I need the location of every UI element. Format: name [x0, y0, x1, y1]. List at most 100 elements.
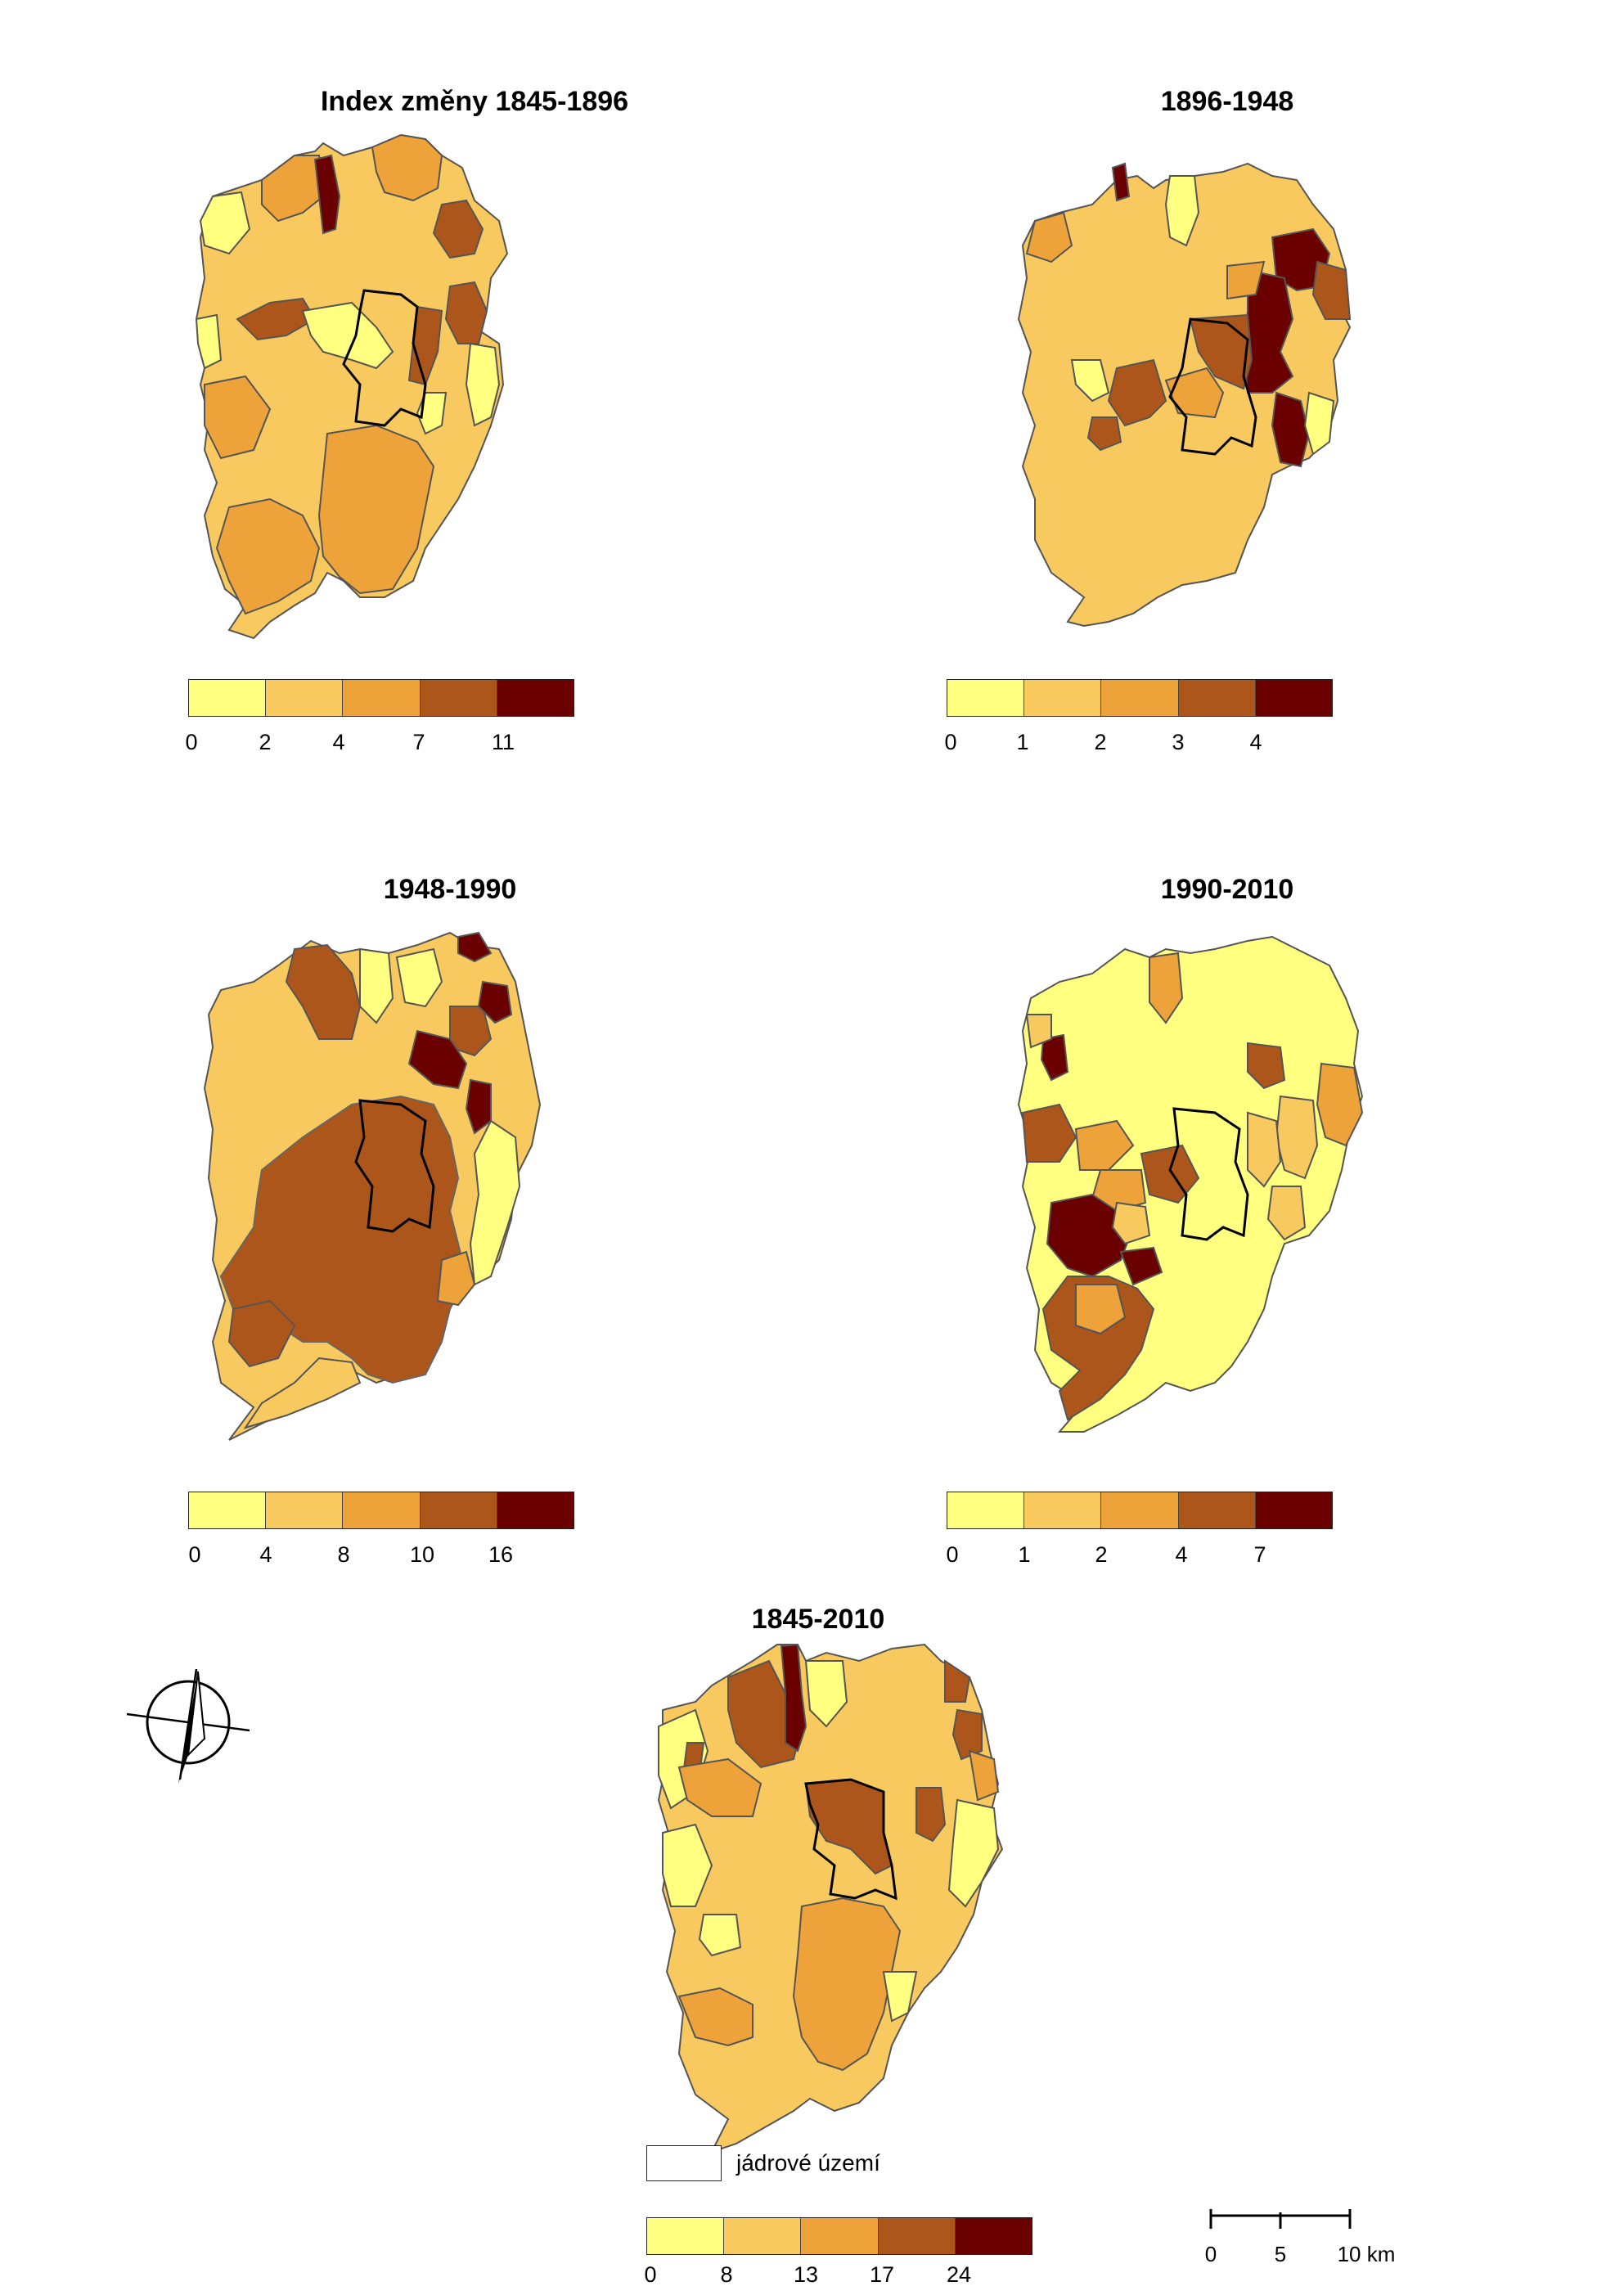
map-region-orange-sw: [677, 1987, 754, 2047]
legend-bar-4: [947, 1492, 1333, 1529]
legend-tick: 1: [1018, 1542, 1031, 1567]
map-region-darkred-s: [1271, 391, 1311, 468]
map-region-yellow-e: [465, 342, 501, 427]
legend-tick: 10: [409, 1542, 435, 1567]
legend-bar-5: [646, 2217, 1032, 2255]
map-region-brown-ne: [944, 1659, 971, 1703]
map-panel-3: [203, 931, 542, 1441]
map-region-yellow-w: [195, 313, 223, 370]
legend-tick: 3: [1172, 730, 1185, 754]
map-region-darkred: [313, 154, 341, 235]
legend-swatch: [1255, 1492, 1333, 1528]
legend-swatch: [1101, 1492, 1179, 1528]
legend-tick: 7: [412, 730, 425, 754]
map-region-brown-sw: [1041, 1276, 1155, 1421]
legend-bar-1: [188, 679, 574, 717]
map-region-darkred-n: [780, 1643, 808, 1753]
legend-bar-2: [947, 679, 1333, 717]
legend-swatch: [266, 1492, 344, 1528]
map-region-yellow-n1: [359, 947, 394, 1024]
map-region-orange-n: [1149, 952, 1184, 1024]
legend-swatch: [189, 1492, 267, 1528]
map-panel-4: [1017, 935, 1364, 1433]
map-region-yellow-n: [1164, 175, 1200, 247]
core-territory-outline: [804, 1778, 897, 1901]
legend-swatch: [1178, 680, 1256, 716]
map-region-light-nw: [1025, 1014, 1052, 1049]
map-region-brown-w: [1021, 1103, 1077, 1163]
map-region-n2: [371, 133, 443, 202]
map-region-yellow-e: [1303, 391, 1335, 456]
map-region-n3: [432, 199, 484, 259]
legend-tick: 8: [720, 2262, 733, 2287]
map-region-orange-ne: [1226, 260, 1266, 300]
map-region-yellow-e: [469, 1119, 521, 1286]
legend-tick: 0: [644, 2262, 657, 2287]
legend-swatch: [266, 680, 344, 716]
legend-swatch: [647, 2218, 725, 2254]
map-region-brown-ce: [915, 1787, 947, 1843]
map-region-light-sw: [243, 1357, 362, 1429]
panel-title-5: 1845-2010: [751, 1604, 885, 1635]
legend-swatch: [420, 680, 497, 716]
map-region-orange-w: [227, 1299, 296, 1368]
core-territory-outline: [342, 289, 427, 427]
core-territory-outline: [354, 1099, 435, 1233]
legend-swatch: [947, 1492, 1025, 1528]
legend-swatch: [1101, 680, 1179, 716]
map-region-yellow-w: [1070, 359, 1110, 403]
panel-title-2: 1896-1948: [1160, 86, 1294, 117]
map-region-south: [317, 424, 435, 595]
legend-swatch: [1255, 680, 1333, 716]
map-region-light-se: [1266, 1186, 1307, 1241]
north-arrow-icon: [126, 1668, 250, 1784]
map-region-darkred-3: [407, 1029, 468, 1090]
legend-tick: 8: [337, 1542, 350, 1567]
core-territory-legend-label: jádrové území: [736, 2150, 880, 2176]
map-region-darkred-4: [465, 1078, 492, 1135]
map-region-brown-c: [1140, 1144, 1200, 1204]
panel-title-1: Index změny 1845-1896: [320, 86, 629, 117]
map-region-orange-w: [677, 1757, 763, 1817]
map-panel-1: [195, 133, 509, 640]
core-territory-outline: [1168, 317, 1257, 456]
legend-swatch: [497, 680, 574, 716]
map-region-w: [204, 375, 272, 460]
map-region-brown-w: [1107, 358, 1167, 427]
map-region-yellow-s: [416, 392, 448, 435]
legend-tick: 2: [1094, 730, 1107, 754]
map-region-brown-ne: [1247, 1042, 1286, 1090]
map-region-darkred-1: [457, 931, 493, 963]
legend-swatch: [1178, 1492, 1256, 1528]
legend-tick: 0: [944, 730, 957, 754]
map-region-yellow-n2: [395, 947, 443, 1008]
legend-tick: 4: [259, 1542, 272, 1567]
map-region-brown-c: [1189, 313, 1253, 390]
legend-tick: 0: [185, 730, 198, 754]
legend-swatch: [724, 2218, 802, 2254]
core-territory-legend-box: [646, 2145, 722, 2181]
legend-swatch: [1024, 680, 1102, 716]
map-region-sw: [215, 497, 321, 615]
legend-swatch: [343, 1492, 421, 1528]
legend-bar-3: [188, 1492, 574, 1529]
scale-tick: 10 km: [1337, 2242, 1396, 2266]
map-region-orange-e: [968, 1749, 1000, 1802]
legend-swatch: [801, 2218, 879, 2254]
map-region-brown-n: [285, 943, 362, 1040]
legend-swatch: [955, 2218, 1032, 2254]
map-region-yellow-n2: [804, 1660, 848, 1728]
legend-swatch: [420, 1492, 497, 1528]
legend-tick: 24: [946, 2262, 972, 2287]
legend-swatch: [497, 1492, 574, 1528]
legend-tick: 16: [488, 1542, 514, 1567]
legend-swatch: [1024, 1492, 1102, 1528]
legend-tick: 13: [793, 2262, 819, 2287]
legend-tick: 0: [946, 1542, 959, 1567]
map-region-brown-ne: [1311, 260, 1352, 320]
legend-tick: 7: [1253, 1542, 1266, 1567]
legend-tick: 2: [259, 730, 272, 754]
map-region-darkred-sw2: [1119, 1246, 1163, 1286]
map-region-darkred-2: [477, 980, 513, 1024]
map-region-light-c: [1111, 1201, 1151, 1245]
